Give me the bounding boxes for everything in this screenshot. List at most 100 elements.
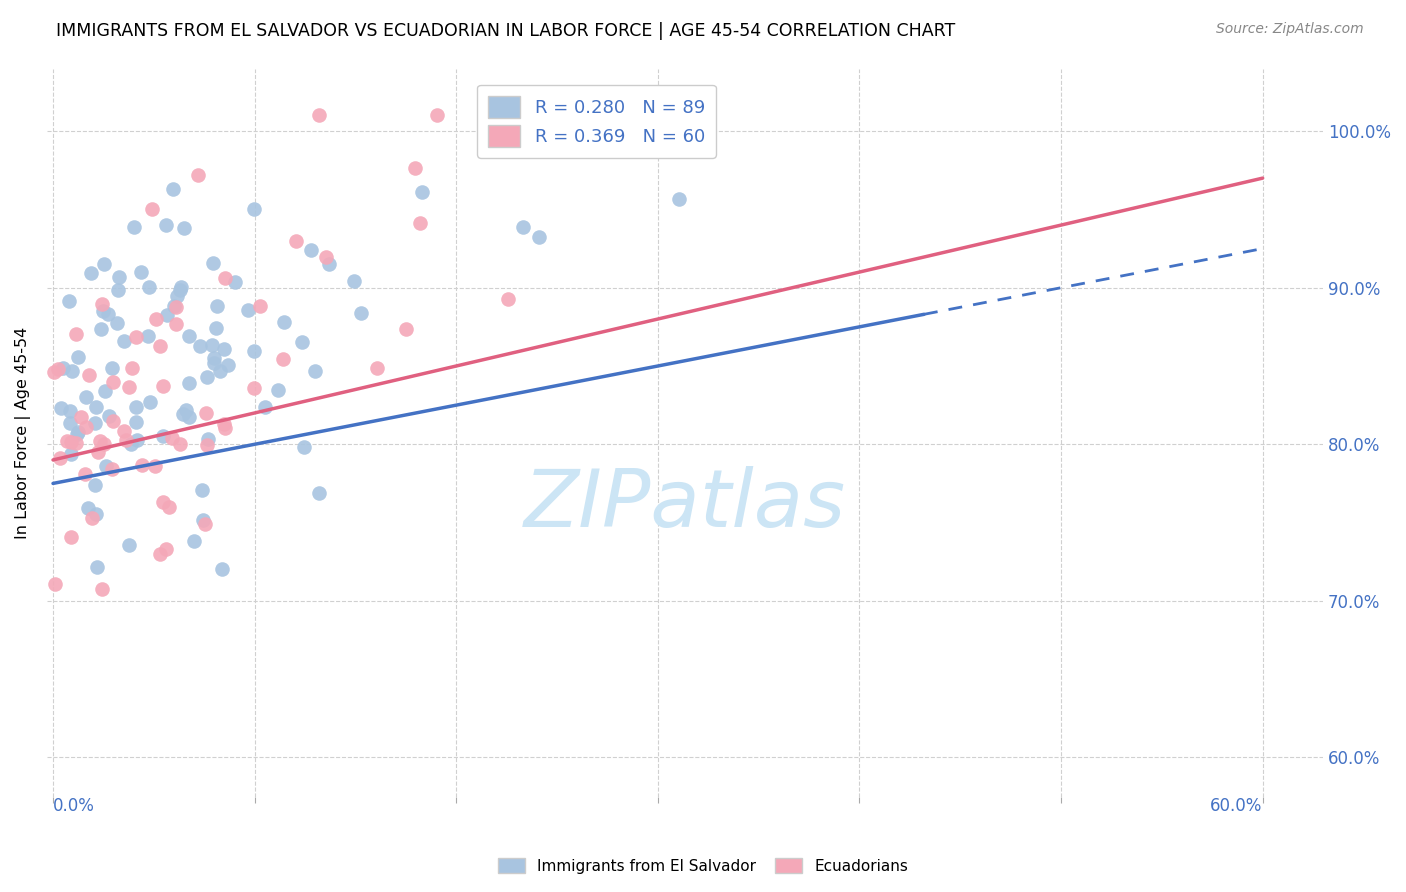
Point xyxy=(49,401,72,415)
Point xyxy=(273,352,295,367)
Point xyxy=(308,485,330,500)
Point xyxy=(165,317,187,331)
Point xyxy=(49,450,72,465)
Point xyxy=(108,269,131,284)
Point xyxy=(201,256,224,270)
Point xyxy=(60,364,83,378)
Point xyxy=(112,424,135,438)
Point xyxy=(97,409,120,424)
Point xyxy=(149,339,172,353)
Point xyxy=(152,428,174,442)
Point xyxy=(179,409,201,424)
Point xyxy=(125,401,148,415)
Text: 0.0%: 0.0% xyxy=(53,797,94,814)
Point xyxy=(243,344,266,359)
Point xyxy=(194,516,217,531)
Point xyxy=(169,437,191,451)
Point xyxy=(155,218,177,232)
Point xyxy=(60,448,83,462)
Point xyxy=(149,547,172,561)
Point xyxy=(304,364,326,378)
Point xyxy=(243,381,266,395)
Point xyxy=(212,417,235,431)
Point xyxy=(52,361,75,376)
Point xyxy=(208,363,231,377)
Point xyxy=(207,299,229,313)
Point xyxy=(141,202,163,217)
Point xyxy=(125,415,148,429)
Point xyxy=(86,559,108,574)
Point xyxy=(87,445,110,459)
Point xyxy=(160,431,183,445)
Point xyxy=(170,280,193,294)
Point xyxy=(59,434,82,449)
Point xyxy=(169,283,191,297)
Point xyxy=(529,230,551,244)
Point xyxy=(211,562,233,576)
Text: 60.0%: 60.0% xyxy=(1211,797,1263,814)
Point xyxy=(512,219,534,234)
Point xyxy=(83,478,105,492)
Point xyxy=(107,283,129,297)
Point xyxy=(496,292,519,306)
Point xyxy=(121,360,143,375)
Point xyxy=(46,361,69,376)
Point xyxy=(59,404,82,418)
Point xyxy=(139,394,162,409)
Point xyxy=(84,508,107,522)
Point xyxy=(91,304,114,318)
Point xyxy=(157,500,180,514)
Point xyxy=(69,410,91,425)
Point xyxy=(350,306,373,320)
Point xyxy=(129,265,152,279)
Point xyxy=(195,406,218,420)
Point xyxy=(177,376,200,390)
Point xyxy=(44,577,66,591)
Text: Source: ZipAtlas.com: Source: ZipAtlas.com xyxy=(1216,22,1364,37)
Point xyxy=(75,419,97,434)
Point xyxy=(131,458,153,472)
Point xyxy=(101,462,124,476)
Point xyxy=(284,234,307,248)
Point xyxy=(166,289,188,303)
Point xyxy=(163,299,186,313)
Point xyxy=(366,360,388,375)
Point xyxy=(195,437,218,451)
Point xyxy=(214,421,236,435)
Point xyxy=(90,322,112,336)
Point xyxy=(197,432,219,446)
Point xyxy=(124,220,146,235)
Point xyxy=(125,330,148,344)
Point xyxy=(190,339,212,353)
Point xyxy=(152,495,174,509)
Y-axis label: In Labor Force | Age 45-54: In Labor Force | Age 45-54 xyxy=(15,326,31,539)
Point xyxy=(77,368,100,383)
Text: IMMIGRANTS FROM EL SALVADOR VS ECUADORIAN IN LABOR FORCE | AGE 45-54 CORRELATION: IMMIGRANTS FROM EL SALVADOR VS ECUADORIA… xyxy=(56,22,956,40)
Point xyxy=(101,414,124,428)
Point xyxy=(249,299,271,313)
Point xyxy=(75,467,97,481)
Point xyxy=(80,266,103,280)
Point xyxy=(101,360,124,375)
Point xyxy=(156,308,179,322)
Legend: R = 0.280   N = 89, R = 0.369   N = 60: R = 0.280 N = 89, R = 0.369 N = 60 xyxy=(477,85,716,158)
Point xyxy=(145,312,167,326)
Point xyxy=(308,108,330,122)
Point xyxy=(67,351,90,365)
Point xyxy=(59,530,82,544)
Point xyxy=(117,380,139,394)
Point xyxy=(193,513,215,527)
Point xyxy=(96,459,118,474)
Point xyxy=(183,533,205,548)
Point xyxy=(80,510,103,524)
Point xyxy=(236,302,259,317)
Point xyxy=(411,185,433,199)
Point xyxy=(205,321,228,335)
Point xyxy=(58,293,80,308)
Point xyxy=(90,297,112,311)
Point xyxy=(155,542,177,557)
Point xyxy=(426,108,449,122)
Point xyxy=(404,161,426,176)
Point xyxy=(138,280,160,294)
Text: ZIPatlas: ZIPatlas xyxy=(524,467,846,544)
